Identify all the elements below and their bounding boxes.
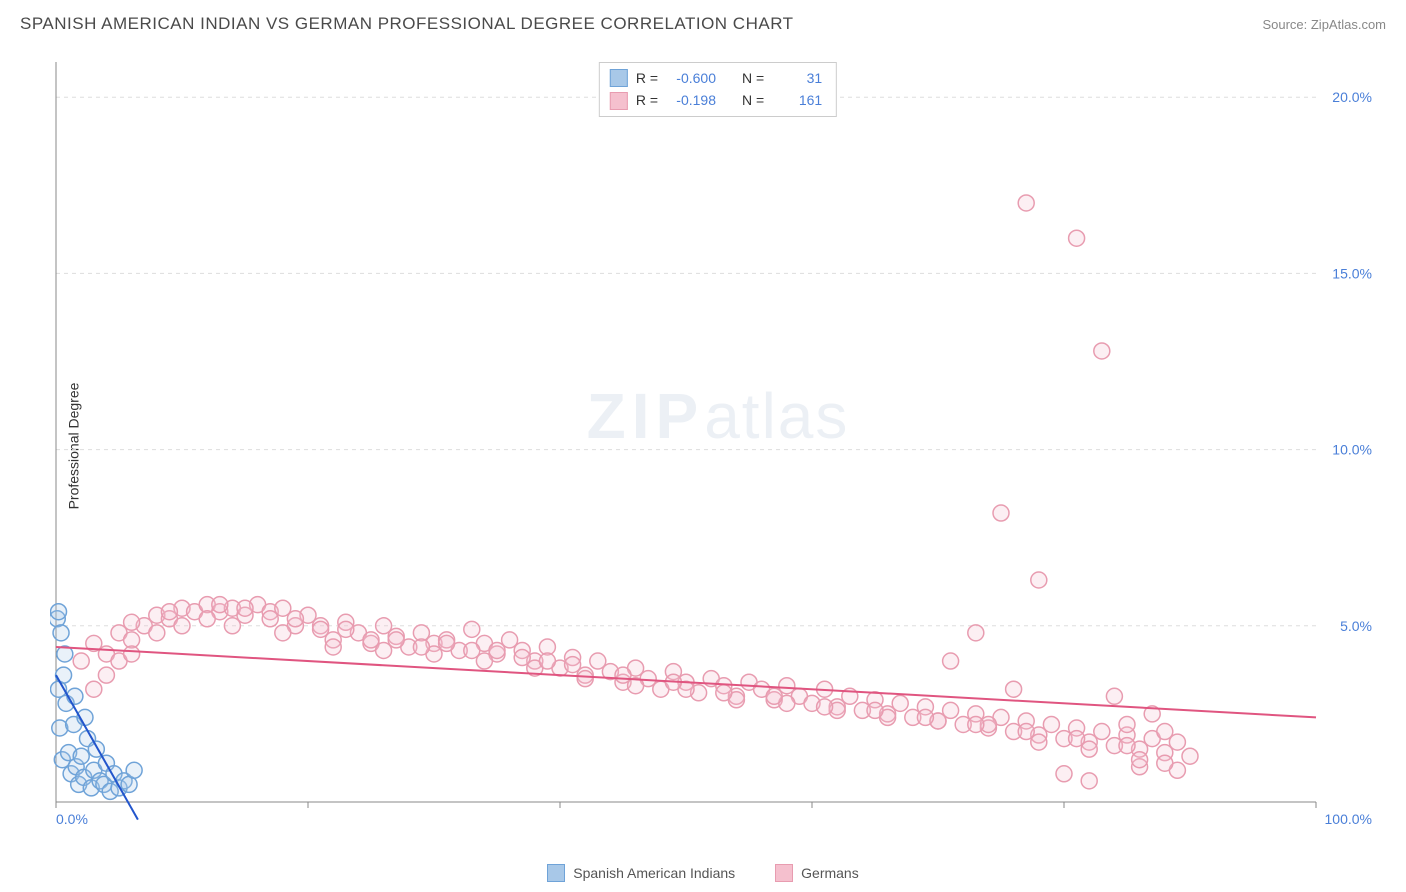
source-label: Source: ZipAtlas.com bbox=[1262, 17, 1386, 32]
legend-label: Spanish American Indians bbox=[573, 865, 735, 881]
series-legend: Spanish American Indians Germans bbox=[0, 864, 1406, 882]
n-label: N = bbox=[742, 67, 764, 89]
legend-row-series1: R = -0.600 N = 31 bbox=[610, 67, 822, 89]
svg-text:15.0%: 15.0% bbox=[1332, 265, 1372, 281]
swatch-series2 bbox=[775, 864, 793, 882]
svg-text:5.0%: 5.0% bbox=[1340, 618, 1372, 634]
legend-row-series2: R = -0.198 N = 161 bbox=[610, 89, 822, 111]
r-label: R = bbox=[636, 67, 658, 89]
swatch-series1 bbox=[547, 864, 565, 882]
svg-text:100.0%: 100.0% bbox=[1325, 811, 1372, 826]
legend-item-series2: Germans bbox=[775, 864, 859, 882]
svg-text:10.0%: 10.0% bbox=[1332, 442, 1372, 458]
swatch-series1 bbox=[610, 69, 628, 87]
r-value-series2: -0.198 bbox=[666, 89, 716, 111]
r-value-series1: -0.600 bbox=[666, 67, 716, 89]
chart-title: SPANISH AMERICAN INDIAN VS GERMAN PROFES… bbox=[20, 14, 794, 34]
n-value-series2: 161 bbox=[772, 89, 822, 111]
svg-text:0.0%: 0.0% bbox=[56, 811, 88, 826]
correlation-legend: R = -0.600 N = 31 R = -0.198 N = 161 bbox=[599, 62, 837, 117]
svg-text:20.0%: 20.0% bbox=[1332, 89, 1372, 105]
r-label: R = bbox=[636, 89, 658, 111]
n-value-series1: 31 bbox=[772, 67, 822, 89]
chart-area: R = -0.600 N = 31 R = -0.198 N = 161 ZIP… bbox=[50, 56, 1386, 838]
swatch-series2 bbox=[610, 92, 628, 110]
n-label: N = bbox=[742, 89, 764, 111]
legend-label: Germans bbox=[801, 865, 859, 881]
scatter-chart-svg: 5.0% 10.0% 15.0% 20.0% 0.0% 100.0% bbox=[50, 56, 1376, 826]
legend-item-series1: Spanish American Indians bbox=[547, 864, 735, 882]
